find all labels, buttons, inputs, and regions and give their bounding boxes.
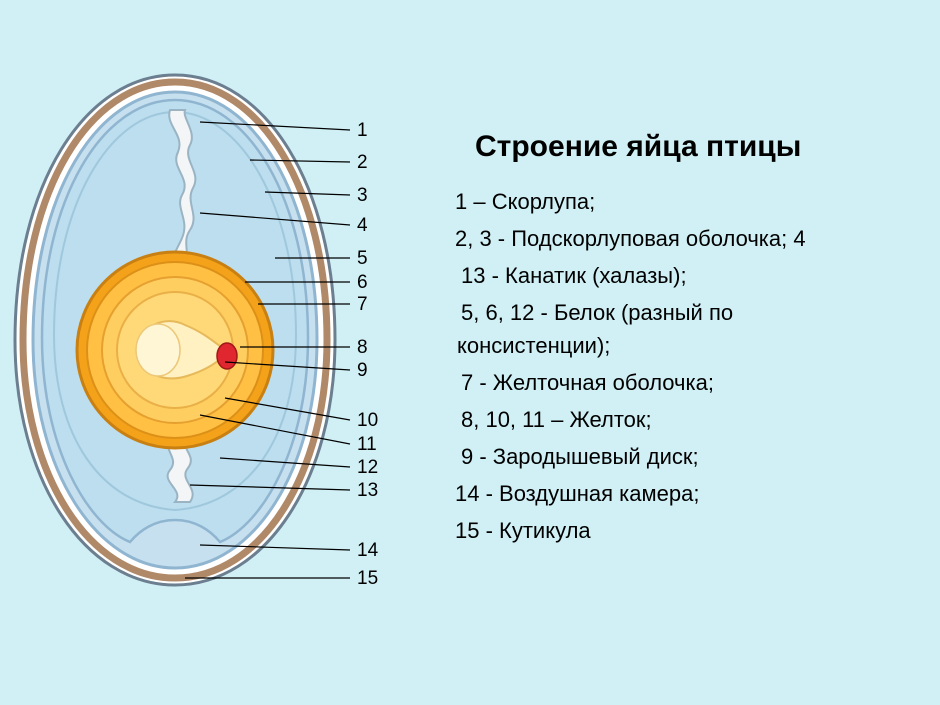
legend-item: 13 - Канатик (халазы); bbox=[461, 259, 940, 292]
legend-item: 5, 6, 12 - Белок (разный по bbox=[461, 296, 940, 329]
legend-item: 1 – Скорлупа; bbox=[455, 185, 940, 218]
legend-item: 9 - Зародышевый диск; bbox=[461, 440, 940, 473]
label-15: 15 bbox=[357, 568, 378, 590]
label-4: 4 bbox=[357, 215, 368, 237]
label-2: 2 bbox=[357, 152, 368, 174]
germinal-disc bbox=[217, 343, 237, 369]
legend-item: консистенции); bbox=[457, 329, 940, 362]
label-1: 1 bbox=[357, 120, 368, 142]
label-8: 8 bbox=[357, 337, 368, 359]
legend-list: 1 – Скорлупа; 2, 3 - Подскорлуповая обол… bbox=[455, 185, 940, 551]
label-9: 9 bbox=[357, 360, 368, 382]
label-11: 11 bbox=[357, 434, 377, 456]
label-6: 6 bbox=[357, 272, 368, 294]
label-3: 3 bbox=[357, 185, 368, 207]
legend-item: 8, 10, 11 – Желток; bbox=[461, 403, 940, 436]
label-13: 13 bbox=[357, 480, 378, 502]
legend-item: 7 - Желточная оболочка; bbox=[461, 366, 940, 399]
label-12: 12 bbox=[357, 457, 378, 479]
legend-item: 15 - Кутикула bbox=[455, 514, 940, 547]
diagram-title: Строение яйца птицы bbox=[475, 130, 801, 164]
legend-item: 2, 3 - Подскорлуповая оболочка; 4 bbox=[455, 222, 940, 255]
label-7: 7 bbox=[357, 294, 368, 316]
label-14: 14 bbox=[357, 540, 378, 562]
label-5: 5 bbox=[357, 248, 368, 270]
egg-anatomy-container: 1 2 3 4 5 6 7 8 9 10 11 12 13 14 15 Стро… bbox=[0, 0, 940, 705]
egg-diagram: 1 2 3 4 5 6 7 8 9 10 11 12 13 14 15 bbox=[10, 40, 390, 620]
legend-item: 14 - Воздушная камера; bbox=[455, 477, 940, 510]
yolk-latebra-neck bbox=[136, 324, 180, 376]
label-10: 10 bbox=[357, 410, 378, 432]
